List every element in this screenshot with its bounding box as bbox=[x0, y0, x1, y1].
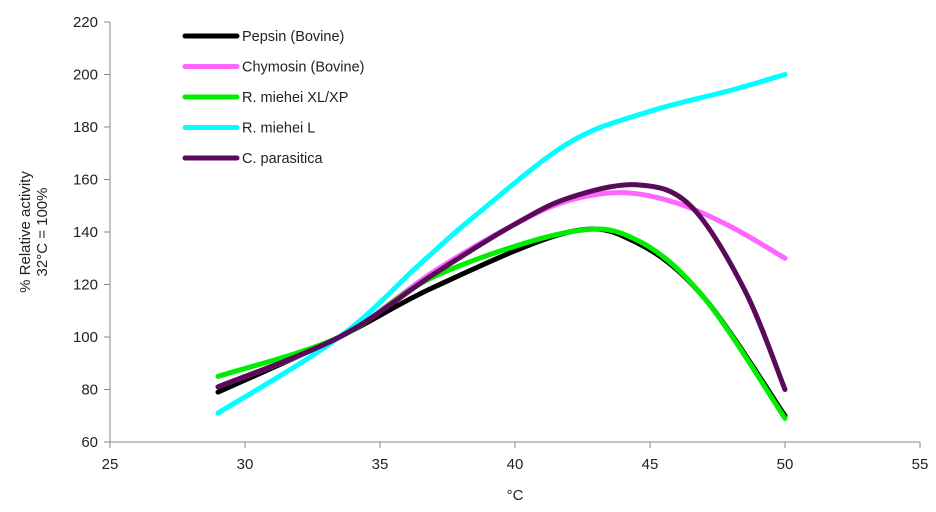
series-line-1 bbox=[215, 226, 788, 419]
y-tick-label: 220 bbox=[73, 14, 98, 31]
y-tick-label: 80 bbox=[81, 382, 98, 399]
x-tick-label: 25 bbox=[102, 456, 119, 473]
y-tick-label: 60 bbox=[81, 434, 98, 451]
series-line-5 bbox=[215, 182, 788, 392]
y-tick-label: 120 bbox=[73, 277, 98, 294]
y-tick-label: 200 bbox=[73, 67, 98, 84]
x-tick-label: 50 bbox=[777, 456, 794, 473]
legend-label-5: C. parasitica bbox=[242, 151, 324, 167]
y-tick-label: 140 bbox=[73, 224, 98, 241]
legend-label-3: R. miehei XL/XP bbox=[242, 90, 348, 106]
x-tick-label: 55 bbox=[912, 456, 929, 473]
legend-label-2: Chymosin (Bovine) bbox=[242, 60, 365, 76]
y-axis-title-line: 32°C = 100% bbox=[34, 188, 51, 277]
x-tick-label: 45 bbox=[642, 456, 659, 473]
y-tick-label: 160 bbox=[73, 172, 98, 189]
y-tick-label: 100 bbox=[73, 329, 98, 346]
legend-label-4: R. miehei L bbox=[242, 121, 315, 137]
y-tick-label: 180 bbox=[73, 119, 98, 136]
x-tick-label: 35 bbox=[372, 456, 389, 473]
legend-label-1: Pepsin (Bovine) bbox=[242, 29, 344, 45]
y-axis-title-line: % Relative activity bbox=[17, 171, 34, 293]
x-tick-label: 40 bbox=[507, 456, 524, 473]
x-tick-label: 30 bbox=[237, 456, 254, 473]
x-axis-title: °C bbox=[507, 487, 524, 504]
y-axis-title: % Relative activity 32°C = 100% bbox=[17, 171, 51, 293]
legend: Pepsin (Bovine) Chymosin (Bovine) R. miehe… bbox=[182, 29, 365, 167]
